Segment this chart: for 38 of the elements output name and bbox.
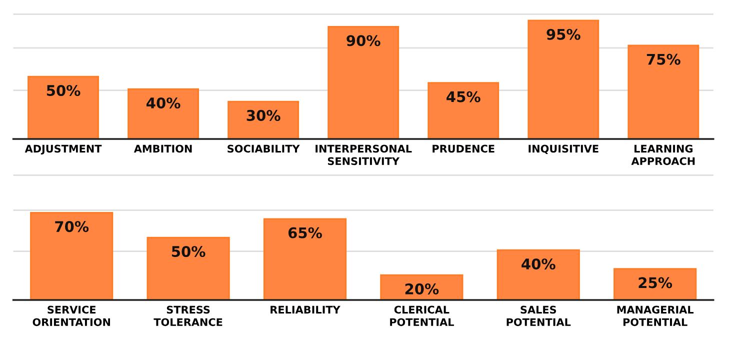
bar (128, 88, 199, 139)
bar (628, 44, 700, 139)
data-label: 50% (172, 246, 206, 258)
x-tick-label: PRUDENCE (432, 144, 494, 153)
x-tick-label: INTERPERSONAL SENSITIVITY (316, 144, 412, 166)
data-label: 95% (546, 28, 580, 40)
x-tick-label: INQUISITIVE (528, 144, 598, 154)
x-tick-label: SERVICE ORIENTATION (32, 306, 110, 326)
bar (228, 100, 300, 139)
data-label: 90% (346, 35, 380, 46)
data-label: 75% (646, 54, 680, 65)
bar (428, 82, 500, 139)
data-label: 30% (246, 110, 280, 121)
x-tick-label: SALES POTENTIAL (506, 306, 571, 326)
bar (146, 236, 230, 300)
data-label: 65% (288, 227, 322, 238)
bar (528, 20, 600, 139)
x-tick-label: ADJUSTMENT (24, 144, 102, 155)
data-label: 40% (146, 97, 180, 108)
x-tick-label: SOCIABILITY (228, 144, 300, 153)
bar (30, 212, 114, 300)
data-label: 70% (55, 221, 89, 232)
x-tick-label: LEARNING APPROACH (631, 144, 695, 166)
bar (328, 26, 400, 139)
bar (28, 76, 99, 139)
data-label: 45% (446, 91, 480, 102)
data-label: 25% (638, 277, 672, 288)
x-tick-label: STRESS TOLERANCE (154, 306, 222, 326)
data-label: 40% (522, 258, 556, 270)
x-tick-label: CLERICAL POTENTIAL (390, 306, 454, 326)
bar (614, 268, 697, 300)
x-tick-label: RELIABILITY (270, 306, 340, 314)
bar (263, 218, 347, 300)
data-label: 50% (46, 84, 80, 96)
bar (496, 249, 580, 300)
x-tick-label: AMBITION (134, 144, 192, 153)
x-tick-label: MANAGERIAL POTENTIAL (617, 306, 694, 326)
data-label: 20% (405, 283, 439, 294)
